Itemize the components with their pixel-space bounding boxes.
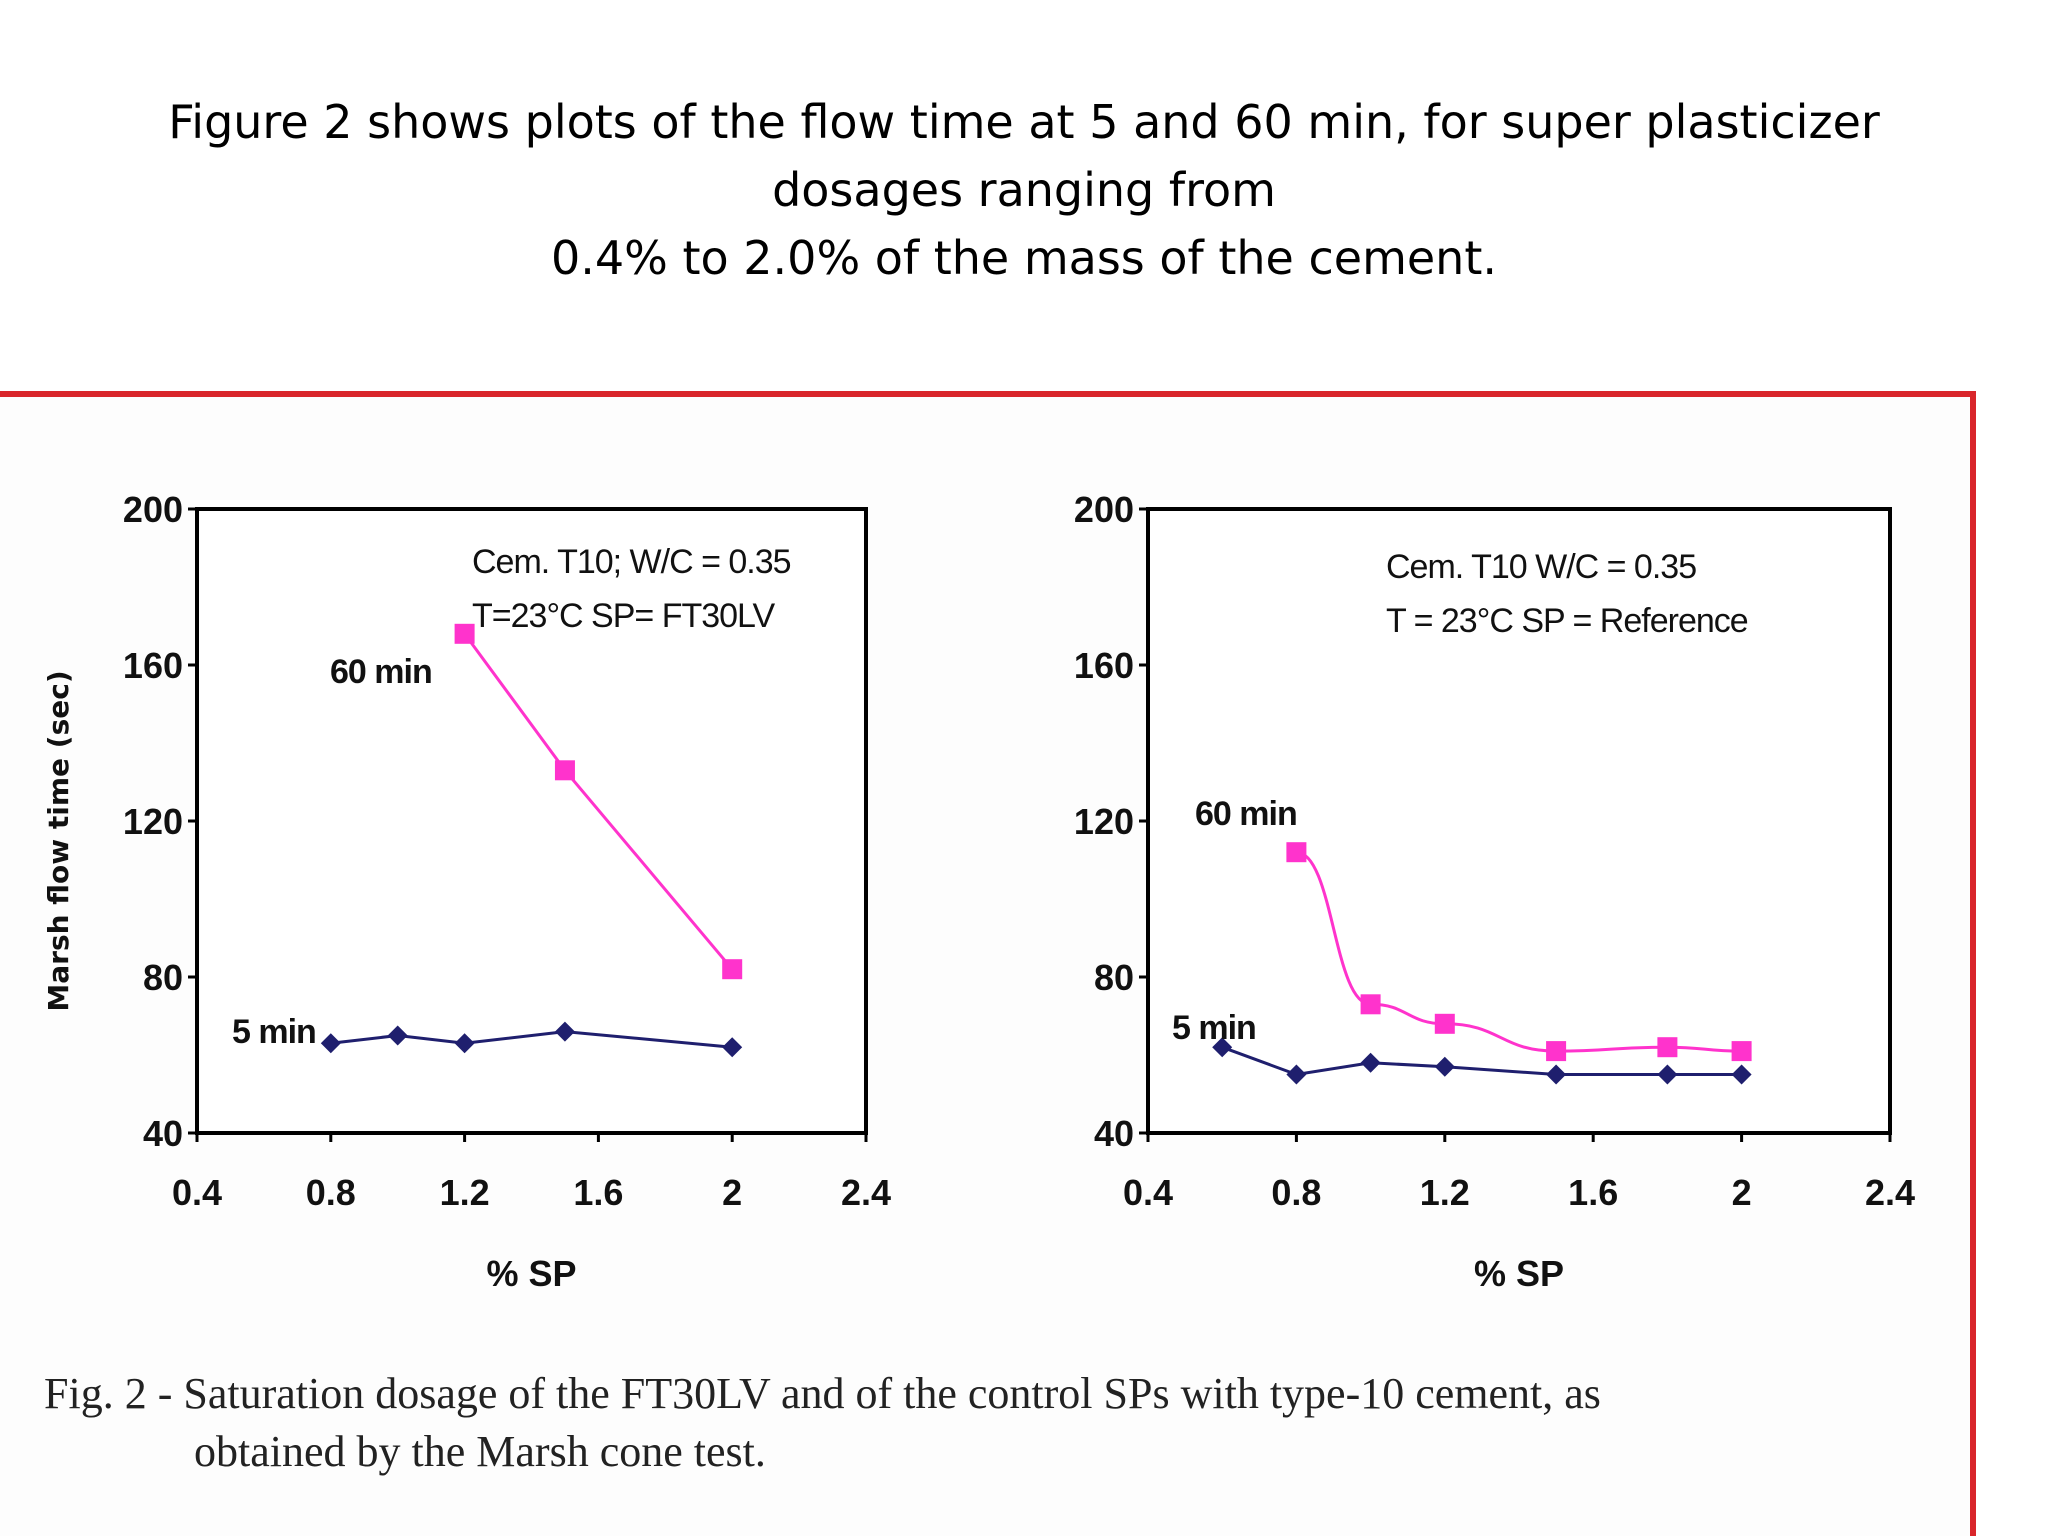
chart-annotation-line: T=23°C SP= FT30LV — [472, 597, 775, 635]
plot-area-frame — [195, 507, 868, 1135]
slide-title-line-2: dosages ranging from — [772, 163, 1276, 217]
x-axis-label: % SP — [486, 1253, 576, 1294]
data-point-5-min — [454, 1033, 475, 1054]
chart-annotation-line: T = 23°C SP = Reference — [1386, 602, 1748, 640]
data-point-60-min — [1657, 1037, 1678, 1058]
series-label: 60 min — [1195, 795, 1297, 833]
data-point-5-min — [320, 1033, 341, 1054]
chart-annotation-line: Cem. T10 W/C = 0.35 — [1386, 548, 1696, 586]
y-axis-label: Marsh flow time (sec) — [42, 670, 75, 1011]
data-point-5-min — [1286, 1064, 1307, 1085]
x-tick-label: 0.8 — [306, 1172, 356, 1213]
data-point-60-min — [554, 760, 575, 781]
y-tick-label: 120 — [1074, 801, 1134, 842]
x-tick-label: 2 — [1732, 1172, 1752, 1213]
data-point-60-min — [1546, 1041, 1567, 1062]
y-tick-label: 160 — [1074, 645, 1134, 686]
y-tick-label: 160 — [123, 645, 183, 686]
data-point-5-min — [554, 1021, 575, 1042]
x-tick-label: 2.4 — [841, 1172, 891, 1213]
data-point-5-min — [1731, 1064, 1752, 1085]
x-tick-label: 1.6 — [573, 1172, 623, 1213]
chart-right: 40 80 120 160 200 0.4 0.8 1.2 1.6 2 2.4 % SP Cem. T1… — [1074, 489, 1915, 1294]
x-tick-label: 2.4 — [1865, 1172, 1915, 1213]
y-tick-label: 120 — [123, 801, 183, 842]
slide-title-line-3: 0.4% to 2.0% of the mass of the cement. — [551, 231, 1497, 285]
caption-line-1: Fig. 2 - Saturation dosage of the FT30LV… — [44, 1369, 1601, 1418]
series-label: 5 min — [232, 1013, 316, 1051]
data-point-60-min — [1731, 1041, 1752, 1062]
data-point-5-min — [1546, 1064, 1567, 1085]
x-axis-label: % SP — [1474, 1253, 1564, 1294]
y-tick-label: 40 — [143, 1113, 183, 1154]
data-point-60-min — [1434, 1013, 1455, 1034]
y-tick-label: 80 — [143, 957, 183, 998]
data-point-5-min — [1434, 1056, 1455, 1077]
x-tick-label: 1.2 — [440, 1172, 490, 1213]
chart-left: 40 80 120 160 200 0.4 0.8 1.2 1.6 2 2.4 % SP Cem. T1… — [123, 489, 891, 1294]
data-point-5-min — [387, 1025, 408, 1046]
data-point-5-min — [1360, 1052, 1381, 1073]
data-point-60-min — [1360, 994, 1381, 1015]
series-label: 5 min — [1172, 1009, 1256, 1047]
y-tick-label: 200 — [1074, 489, 1134, 530]
x-tick-label: 2 — [722, 1172, 742, 1213]
y-tick-label: 40 — [1094, 1113, 1134, 1154]
data-point-5-min — [1212, 1037, 1233, 1058]
x-tick-label: 1.2 — [1420, 1172, 1470, 1213]
y-tick-label: 80 — [1094, 957, 1134, 998]
data-point-60-min — [722, 959, 743, 980]
y-tick-label: 200 — [123, 489, 183, 530]
x-tick-label: 0.4 — [1123, 1172, 1173, 1213]
x-tick-label: 1.6 — [1568, 1172, 1618, 1213]
plot-area-frame — [1146, 507, 1892, 1135]
slide-title: Figure 2 shows plots of the flow time at… — [0, 88, 2048, 292]
caption-line-2: obtained by the Marsh cone test. — [194, 1427, 766, 1476]
slide-title-line-1: Figure 2 shows plots of the flow time at… — [168, 95, 1880, 149]
data-point-60-min — [454, 623, 475, 644]
figure-caption: Fig. 2 - Saturation dosage of the FT30LV… — [44, 1365, 1924, 1481]
data-point-5-min — [722, 1037, 743, 1058]
series-label: 60 min — [330, 653, 432, 691]
figure-charts: Marsh flow time (sec) 40 80 120 160 200 0.4 0.… — [42, 489, 1915, 1294]
chart-annotation-line: Cem. T10; W/C = 0.35 — [472, 543, 791, 581]
data-point-60-min — [1286, 842, 1307, 863]
x-tick-label: 0.4 — [172, 1172, 222, 1213]
x-tick-label: 0.8 — [1271, 1172, 1321, 1213]
data-point-5-min — [1657, 1064, 1678, 1085]
